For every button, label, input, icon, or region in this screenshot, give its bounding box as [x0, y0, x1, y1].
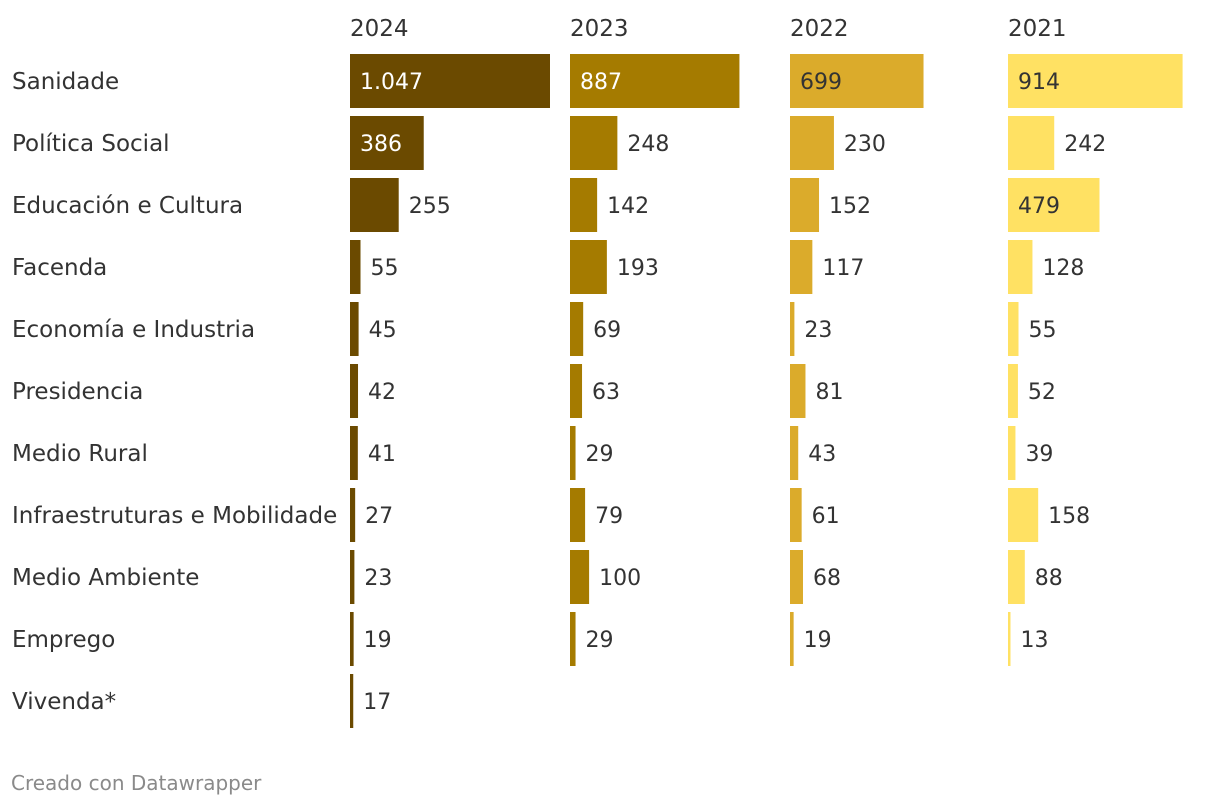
bar-2024-educacion-e-cultura	[350, 178, 399, 232]
footer-credit: Creado con Datawrapper	[11, 771, 262, 795]
bar-2022-presidencia	[790, 364, 806, 418]
bar-2024-politica-social	[350, 116, 424, 170]
bar-2023-facenda	[570, 240, 607, 294]
bar-2021-medio-ambiente	[1008, 550, 1025, 604]
bar-2022-emprego	[790, 612, 794, 666]
value-label-2024-emprego: 19	[364, 628, 392, 653]
bar-2022-educacion-e-cultura	[790, 178, 820, 232]
value-label-2023-medio-rural: 29	[586, 442, 614, 467]
category-label-sanidade: Sanidade	[12, 69, 119, 95]
category-label-educacion-e-cultura: Educación e Cultura	[12, 193, 243, 219]
bar-2024-facenda	[350, 240, 361, 294]
category-label-medio-rural: Medio Rural	[12, 441, 148, 467]
bar-2023-medio-rural	[570, 426, 576, 480]
bar-2022-infraestruturas-e-mobilidade	[790, 488, 802, 542]
value-label-2022-emprego: 19	[804, 628, 832, 653]
value-label-2021-presidencia: 52	[1028, 380, 1056, 405]
value-label-2022-economia-e-industria: 23	[804, 318, 832, 343]
category-label-medio-ambiente: Medio Ambiente	[12, 565, 199, 591]
category-label-infraestruturas-e-mobilidade: Infraestruturas e Mobilidade	[12, 503, 337, 529]
bar-2024-emprego	[350, 612, 354, 666]
bar-2021-facenda	[1008, 240, 1033, 294]
bar-2023-presidencia	[570, 364, 583, 418]
bar-2021-infraestruturas-e-mobilidade	[1008, 488, 1039, 542]
value-label-2023-infraestruturas-e-mobilidade: 79	[595, 504, 623, 529]
value-label-2022-medio-rural: 43	[808, 442, 836, 467]
bar-2024-medio-rural	[350, 426, 358, 480]
bar-2022-medio-ambiente	[790, 550, 803, 604]
value-label-2022-sanidade: 699	[800, 70, 842, 95]
category-label-facenda: Facenda	[12, 255, 107, 281]
column-header-2024: 2024	[350, 16, 409, 42]
value-label-2023-sanidade: 887	[580, 70, 622, 95]
value-label-2021-sanidade: 914	[1018, 70, 1060, 95]
value-label-2024-facenda: 55	[371, 256, 399, 281]
chart-svg: Sanidade Política Social Educación e Cultu…	[12, 16, 1183, 728]
value-label-2021-educacion-e-cultura: 479	[1018, 194, 1060, 219]
bar-2023-medio-ambiente	[570, 550, 590, 604]
bar-2021-emprego	[1008, 612, 1011, 666]
value-label-2021-politica-social: 242	[1064, 132, 1106, 157]
category-label-politica-social: Política Social	[12, 131, 170, 157]
value-label-2023-educacion-e-cultura: 142	[607, 194, 649, 219]
bar-2024-infraestruturas-e-mobilidade	[350, 488, 356, 542]
column-header-2021: 2021	[1008, 16, 1067, 42]
value-label-2022-infraestruturas-e-mobilidade: 61	[812, 504, 840, 529]
value-label-2022-educacion-e-cultura: 152	[829, 194, 871, 219]
bar-2023-politica-social	[570, 116, 618, 170]
value-label-2024-vivenda: 17	[363, 690, 391, 715]
bar-2024-economia-e-industria	[350, 302, 359, 356]
value-label-2023-politica-social: 248	[627, 132, 669, 157]
bar-2023-infraestruturas-e-mobilidade	[570, 488, 586, 542]
bar-2023-sanidade	[570, 54, 740, 108]
value-label-2024-presidencia: 42	[368, 380, 396, 405]
value-label-2024-economia-e-industria: 45	[369, 318, 397, 343]
column-header-2022: 2022	[790, 16, 849, 42]
value-label-2021-economia-e-industria: 55	[1029, 318, 1057, 343]
category-label-economia-e-industria: Economía e Industria	[12, 317, 255, 343]
value-label-2024-medio-ambiente: 23	[364, 566, 392, 591]
value-label-2021-infraestruturas-e-mobilidade: 158	[1048, 504, 1090, 529]
bar-2022-medio-rural	[790, 426, 799, 480]
bar-2023-educacion-e-cultura	[570, 178, 598, 232]
bar-2023-economia-e-industria	[570, 302, 584, 356]
value-label-2024-politica-social: 386	[360, 132, 402, 157]
value-label-2024-medio-rural: 41	[368, 442, 396, 467]
value-label-2021-medio-rural: 39	[1025, 442, 1053, 467]
bar-2021-educacion-e-cultura	[1008, 178, 1100, 232]
category-label-presidencia: Presidencia	[12, 379, 143, 405]
category-label-emprego: Emprego	[12, 627, 115, 653]
bar-2022-facenda	[790, 240, 813, 294]
value-label-2023-emprego: 29	[586, 628, 614, 653]
value-label-2022-presidencia: 81	[815, 380, 843, 405]
value-label-2024-infraestruturas-e-mobilidade: 27	[365, 504, 393, 529]
column-header-2023: 2023	[570, 16, 629, 42]
value-label-2021-facenda: 128	[1042, 256, 1084, 281]
value-label-2021-medio-ambiente: 88	[1035, 566, 1063, 591]
value-label-2022-facenda: 117	[822, 256, 864, 281]
bar-2024-sanidade	[350, 54, 550, 108]
value-label-2023-medio-ambiente: 100	[599, 566, 641, 591]
bar-2021-presidencia	[1008, 364, 1018, 418]
value-label-2022-politica-social: 230	[844, 132, 886, 157]
value-label-2024-sanidade: 1.047	[360, 70, 423, 95]
bar-2021-economia-e-industria	[1008, 302, 1019, 356]
bar-2022-sanidade	[790, 54, 924, 108]
bar-2022-economia-e-industria	[790, 302, 795, 356]
bar-2021-politica-social	[1008, 116, 1055, 170]
bar-2022-politica-social	[790, 116, 834, 170]
value-label-2023-facenda: 193	[617, 256, 659, 281]
value-label-2021-emprego: 13	[1020, 628, 1048, 653]
bar-2023-emprego	[570, 612, 576, 666]
bar-2021-medio-rural	[1008, 426, 1016, 480]
bar-2021-sanidade	[1008, 54, 1183, 108]
bar-2024-presidencia	[350, 364, 359, 418]
value-label-2023-economia-e-industria: 69	[593, 318, 621, 343]
value-label-2023-presidencia: 63	[592, 380, 620, 405]
value-label-2024-educacion-e-cultura: 255	[409, 194, 451, 219]
bar-2024-vivenda	[350, 674, 354, 728]
category-label-vivenda: Vivenda*	[12, 689, 116, 715]
bar-2024-medio-ambiente	[350, 550, 355, 604]
value-label-2022-medio-ambiente: 68	[813, 566, 841, 591]
